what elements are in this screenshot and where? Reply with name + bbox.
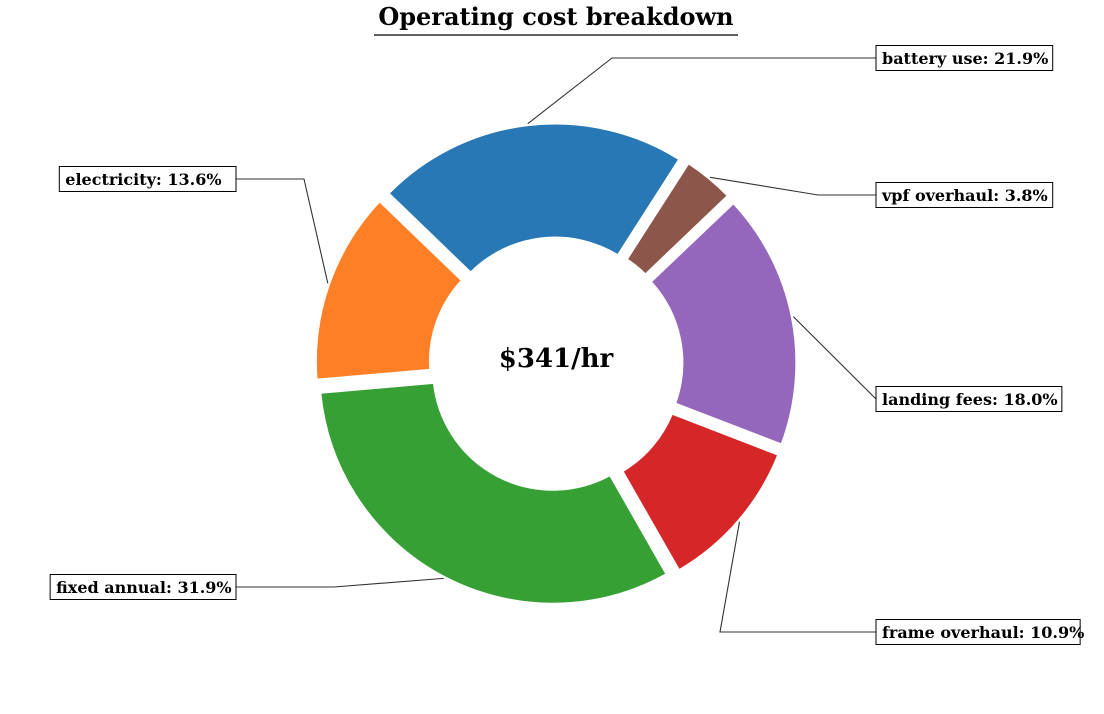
slices-layer [315,123,797,604]
label-landing-fees: landing fees: 18.0% [882,390,1058,409]
label-box-frame-overhaul [875,619,1081,645]
leader-line-fixed-annual [236,577,444,588]
label-box-battery-use [875,45,1054,71]
label-frame-overhaul: frame overhaul: 10.9% [882,623,1084,642]
slice-fixed-annual [320,382,667,604]
leader-line-electricity [236,178,329,284]
leader-line-battery-use [527,57,876,125]
leader-line-vpf-overhaul [709,176,876,196]
slice-landing-fees [650,203,797,445]
label-vpf-overhaul: vpf overhaul: 3.8% [881,186,1048,205]
label-fixed-annual: fixed annual: 31.9% [56,578,231,597]
slice-electricity [315,201,462,380]
slice-battery-use [388,123,680,273]
slice-frame-overhaul [622,413,779,571]
label-battery-use: battery use: 21.9% [882,49,1048,68]
label-box-vpf-overhaul [875,182,1054,208]
chart-title: Operating cost breakdown [378,2,733,31]
slice-vpf-overhaul [626,163,728,275]
label-electricity: electricity: 13.6% [65,170,221,189]
labels-layer: battery use: 21.9% vpf overhaul: 3.8% land… [49,45,1084,645]
label-box-fixed-annual [49,574,237,600]
leader-line-landing-fees [792,316,877,400]
label-box-landing-fees [875,386,1063,412]
label-box-electricity [58,166,237,192]
leader-line-frame-overhaul [719,521,876,633]
center-total-label: $341/hr [499,344,614,374]
